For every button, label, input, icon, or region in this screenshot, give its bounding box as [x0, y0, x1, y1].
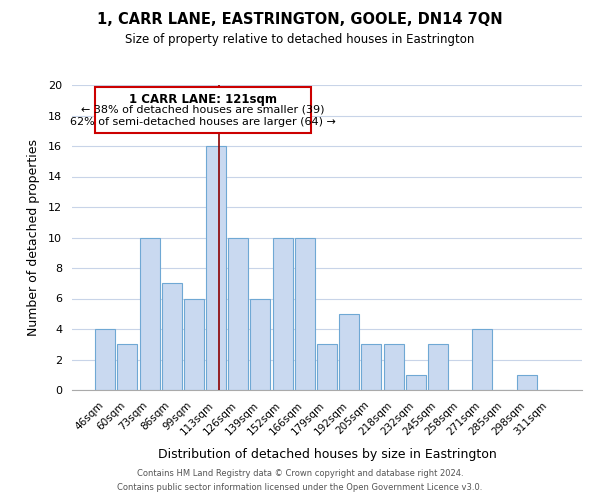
Bar — [428, 344, 448, 390]
Y-axis label: Number of detached properties: Number of detached properties — [27, 139, 40, 336]
Bar — [206, 146, 226, 390]
X-axis label: Distribution of detached houses by size in Eastrington: Distribution of detached houses by size … — [158, 448, 496, 460]
Bar — [406, 375, 426, 390]
Bar — [361, 344, 382, 390]
Bar — [118, 344, 137, 390]
Bar — [383, 344, 404, 390]
Text: 1 CARR LANE: 121sqm: 1 CARR LANE: 121sqm — [129, 92, 277, 106]
Bar — [295, 238, 315, 390]
Text: Contains HM Land Registry data © Crown copyright and database right 2024.: Contains HM Land Registry data © Crown c… — [137, 468, 463, 477]
Text: 1, CARR LANE, EASTRINGTON, GOOLE, DN14 7QN: 1, CARR LANE, EASTRINGTON, GOOLE, DN14 7… — [97, 12, 503, 28]
Bar — [517, 375, 536, 390]
Bar — [250, 298, 271, 390]
Bar — [95, 329, 115, 390]
Bar — [317, 344, 337, 390]
Text: ← 38% of detached houses are smaller (39): ← 38% of detached houses are smaller (39… — [81, 105, 325, 115]
Text: 62% of semi-detached houses are larger (64) →: 62% of semi-detached houses are larger (… — [70, 117, 336, 127]
Bar — [184, 298, 204, 390]
Text: Contains public sector information licensed under the Open Government Licence v3: Contains public sector information licen… — [118, 484, 482, 492]
Bar — [95, 88, 311, 133]
Bar — [140, 238, 160, 390]
Bar — [228, 238, 248, 390]
Bar — [162, 283, 182, 390]
Text: Size of property relative to detached houses in Eastrington: Size of property relative to detached ho… — [125, 32, 475, 46]
Bar — [272, 238, 293, 390]
Bar — [472, 329, 492, 390]
Bar — [339, 314, 359, 390]
